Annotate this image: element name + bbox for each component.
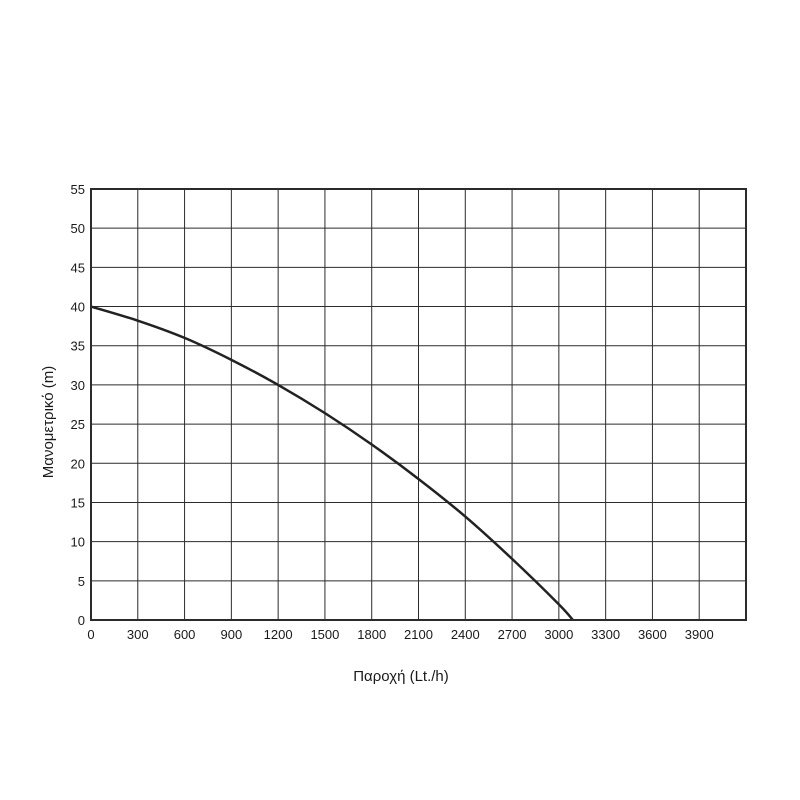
x-tick-label: 300 bbox=[127, 627, 149, 642]
y-axis-title: Μανομετρικό (m) bbox=[40, 366, 57, 478]
x-tick-label: 0 bbox=[87, 627, 94, 642]
y-tick-label: 10 bbox=[71, 535, 85, 550]
y-tick-label: 40 bbox=[71, 300, 85, 315]
series-line bbox=[90, 305, 574, 621]
y-tick-label: 20 bbox=[71, 456, 85, 471]
x-axis-ticks: 0 300 600 900 1200 1500 1800 2100 2400 2700 3000 33… bbox=[87, 627, 713, 642]
x-tick-label: 3000 bbox=[544, 627, 573, 642]
x-tick-label: 3300 bbox=[591, 627, 620, 642]
series-layer bbox=[90, 305, 574, 621]
x-tick-label: 900 bbox=[221, 627, 243, 642]
plot-frame bbox=[90, 188, 747, 621]
y-tick-label: 35 bbox=[71, 339, 85, 354]
x-tick-label: 1200 bbox=[264, 627, 293, 642]
x-axis-title: Παροχή (Lt./h) bbox=[353, 668, 449, 685]
y-tick-label: 50 bbox=[71, 221, 85, 236]
x-tick-label: 2700 bbox=[498, 627, 527, 642]
x-tick-label: 3600 bbox=[638, 627, 667, 642]
y-tick-label: 55 bbox=[71, 182, 85, 197]
y-tick-label: 0 bbox=[78, 613, 85, 628]
x-tick-label: 1500 bbox=[310, 627, 339, 642]
y-tick-label: 25 bbox=[71, 417, 85, 432]
x-tick-label: 2100 bbox=[404, 627, 433, 642]
x-tick-label: 3900 bbox=[685, 627, 714, 642]
grid bbox=[91, 189, 746, 620]
x-tick-label: 600 bbox=[174, 627, 196, 642]
y-tick-label: 5 bbox=[78, 574, 85, 589]
x-tick-label: 1800 bbox=[357, 627, 386, 642]
y-tick-label: 15 bbox=[71, 495, 85, 510]
y-tick-label: 30 bbox=[71, 378, 85, 393]
y-axis-ticks: 0 5 10 15 20 25 30 35 40 45 50 55 bbox=[71, 182, 85, 628]
x-tick-label: 2400 bbox=[451, 627, 480, 642]
y-tick-label: 45 bbox=[71, 260, 85, 275]
